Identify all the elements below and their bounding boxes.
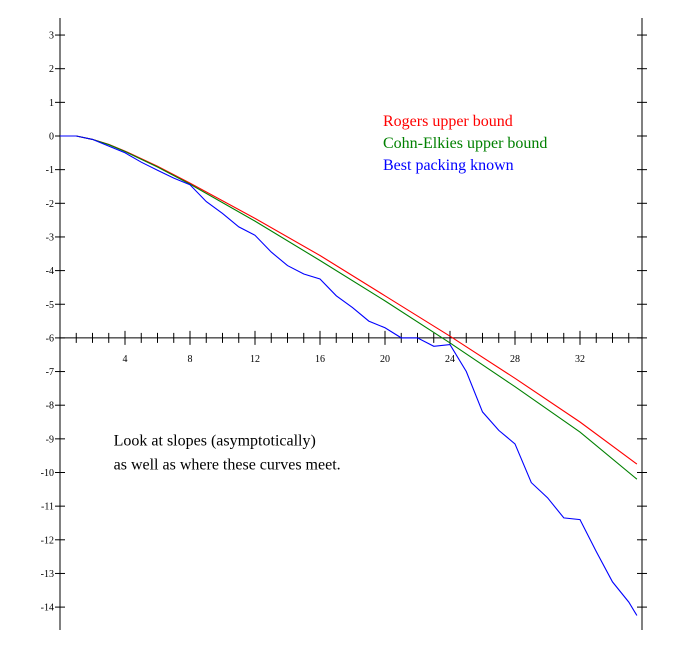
y-tick-label: -3 <box>46 232 54 243</box>
y-tick-label: -8 <box>46 401 54 412</box>
x-tick-label: 16 <box>315 354 325 365</box>
x-tick-label: 8 <box>188 354 193 365</box>
series-line-2 <box>60 135 638 480</box>
y-tick-label: -14 <box>41 603 54 614</box>
x-tick-label: 28 <box>510 354 520 365</box>
y-tick-label: 0 <box>49 132 54 143</box>
annotation: Look at slopes (asymptotically) as well a… <box>114 433 341 474</box>
x-tick-label: 32 <box>575 354 585 365</box>
x-tick-label: 20 <box>380 354 390 365</box>
legend-entry-1: Rogers upper bound <box>383 113 513 130</box>
y-tick-label: -6 <box>46 333 54 344</box>
series-line-3 <box>60 135 638 616</box>
axes <box>59 18 643 630</box>
annotation-line-1: Look at slopes (asymptotically) <box>114 433 316 450</box>
y-tick-label: -1 <box>46 165 54 176</box>
y-tick-label: -13 <box>41 569 54 580</box>
y-tick-label: 2 <box>49 64 54 75</box>
y-tick-label: -5 <box>46 300 54 311</box>
y-tick-label: -2 <box>46 199 54 210</box>
y-tick-label: -7 <box>46 367 54 378</box>
x-tick-label: 24 <box>445 354 455 365</box>
x-tick-label: 4 <box>123 354 128 365</box>
series-lines <box>60 135 638 616</box>
annotation-line-2: as well as where these curves meet. <box>114 457 341 474</box>
x-tick-label: 12 <box>250 354 260 365</box>
y-tick-label: -12 <box>41 535 54 546</box>
series-line-1 <box>60 135 638 465</box>
legend-entry-3: Best packing known <box>383 157 514 174</box>
y-tick-label: -10 <box>41 468 54 479</box>
y-tick-label: -4 <box>46 266 54 277</box>
y-tick-label: -9 <box>46 434 54 445</box>
legend: Rogers upper bound Cohn-Elkies upper boun… <box>383 113 547 174</box>
y-tick-label: 3 <box>49 31 54 42</box>
y-tick-label: 1 <box>49 98 54 109</box>
legend-entry-2: Cohn-Elkies upper bound <box>383 135 547 152</box>
y-tick-label: -11 <box>41 502 54 513</box>
